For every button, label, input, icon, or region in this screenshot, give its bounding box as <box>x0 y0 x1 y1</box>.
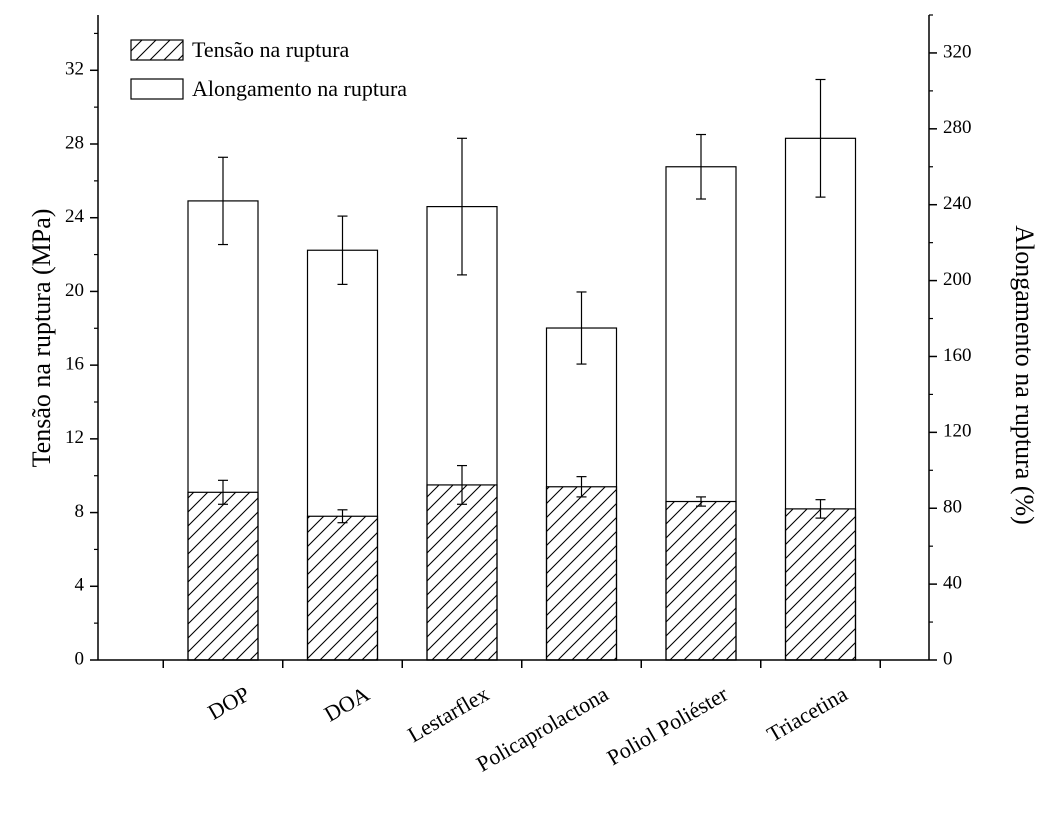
left-tick-label: 24 <box>65 206 85 227</box>
right-tick-label: 160 <box>943 345 972 366</box>
tensao-bar <box>784 508 857 661</box>
right-tick-label: 200 <box>943 269 972 290</box>
alongamento-error-bar <box>337 215 348 285</box>
y-axis-title: Tensão na ruptura (MPa) <box>27 209 56 468</box>
alongamento-error-bar <box>696 133 706 200</box>
category-label: DOA <box>320 681 374 727</box>
legend-label-tensao: Tensão na ruptura <box>192 37 350 62</box>
tensao-bar <box>426 484 498 661</box>
tensao-bar <box>665 500 737 661</box>
right-tick-label: 280 <box>943 117 972 138</box>
alongamento-error-bar <box>218 156 228 246</box>
alongamento-bars <box>187 137 857 661</box>
legend-swatch-tensao <box>130 39 184 61</box>
left-tick-label: 12 <box>65 427 84 448</box>
tensao-error-bar <box>696 496 706 507</box>
tensao-bar <box>306 515 379 661</box>
tensao-bar <box>545 486 618 661</box>
legend-label-alongamento: Alongamento na ruptura <box>192 76 407 101</box>
right-axis-ticks: 0 40 80 120 160 200 240 280 320 <box>929 14 972 669</box>
tensao-error-bar <box>457 464 467 505</box>
right-tick-label: 40 <box>943 572 962 593</box>
left-tick-label: 0 <box>75 648 85 669</box>
right-tick-label: 320 <box>943 41 972 62</box>
right-tick-label: 0 <box>943 648 953 669</box>
legend: Tensão na ruptura Alongamento na ruptura <box>130 37 407 101</box>
legend-swatch-alongamento <box>130 78 184 100</box>
category-label: Poliol Poliéster <box>603 681 733 771</box>
tensao-bars <box>187 484 857 661</box>
left-axis-ticks: 0 4 8 12 16 20 24 28 32 <box>65 32 98 669</box>
category-label: Policaprolactona <box>472 681 613 777</box>
category-label: Triacetina <box>762 681 851 747</box>
right-tick-label: 80 <box>943 497 962 518</box>
alongamento-error-bar <box>815 78 826 198</box>
left-tick-label: 4 <box>75 575 85 596</box>
left-tick-label: 28 <box>65 132 84 153</box>
right-tick-label: 120 <box>943 421 972 442</box>
tensao-error-bar <box>218 479 228 505</box>
left-tick-label: 20 <box>65 280 84 301</box>
left-tick-label: 16 <box>65 354 84 375</box>
right-tick-label: 240 <box>943 193 972 214</box>
y2-axis-title: Alongamento na ruptura (%) <box>1010 225 1039 525</box>
tensao-error-bar <box>337 509 348 524</box>
tensao-error-bar <box>576 476 587 498</box>
left-tick-label: 8 <box>75 501 85 522</box>
tensao-bar <box>187 491 259 661</box>
alongamento-error-bar <box>576 291 587 365</box>
error-bars <box>218 78 826 524</box>
tensao-error-bar <box>815 499 826 519</box>
left-tick-label: 32 <box>65 59 84 80</box>
category-label: DOP <box>203 681 254 725</box>
category-label: Lestarflex <box>403 681 493 747</box>
alongamento-error-bar <box>457 137 467 276</box>
